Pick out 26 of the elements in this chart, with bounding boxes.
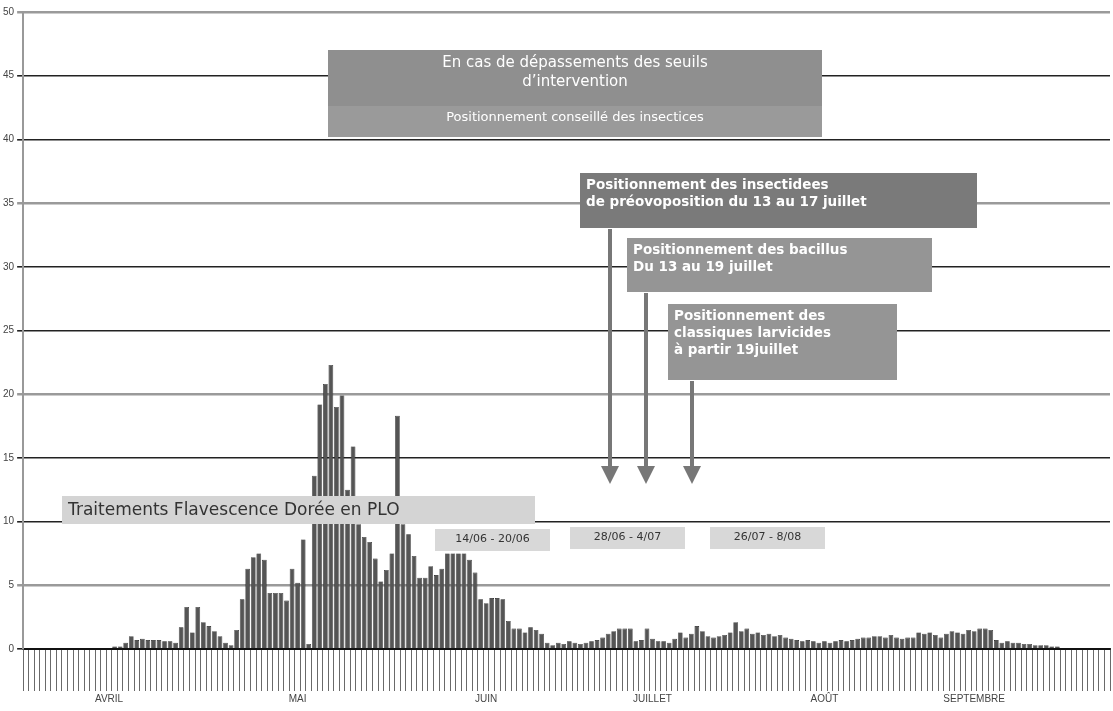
x-tick-label: AVRIL <box>94 692 124 704</box>
y-tick-label: 10 <box>3 515 15 527</box>
y-tick-label: 45 <box>3 69 15 81</box>
text-box: Positionnement des insectidees de préovoposition du 13 au 17 juillet <box>580 173 977 228</box>
text-box: Positionnement conseillé des insectices <box>328 106 822 137</box>
y-tick-label: 25 <box>3 324 15 336</box>
x-tick-label: JUIN <box>475 692 498 704</box>
text-box: En cas de dépassements des seuils d’intervention <box>328 50 822 106</box>
text-box: Positionnement des bacillus Du 13 au 19 juillet <box>627 238 932 292</box>
x-tick-label: SEPTEMBRE <box>943 692 1006 704</box>
text-box: 28/06 - 4/07 <box>570 527 685 549</box>
text-box: Positionnement des classiques larvicides à partir 19juillet <box>668 304 897 380</box>
text-box: 26/07 - 8/08 <box>710 527 825 549</box>
y-tick-label: 5 <box>8 579 15 591</box>
y-tick-label: 0 <box>8 642 15 654</box>
x-tick-label: JUILLET <box>633 692 672 704</box>
y-tick-label: 40 <box>3 133 15 145</box>
y-tick-label: 35 <box>3 196 15 208</box>
y-tick-label: 50 <box>3 5 15 17</box>
text-box: 14/06 - 20/06 <box>435 529 550 551</box>
y-tick-label: 20 <box>3 387 15 399</box>
x-tick-label: MAI <box>288 692 307 704</box>
x-tick-label: AOÛT <box>810 691 839 704</box>
y-tick-label: 15 <box>3 451 15 463</box>
text-box: Traitements Flavescence Dorée en PLO <box>62 496 535 524</box>
y-tick-label: 30 <box>3 260 15 272</box>
